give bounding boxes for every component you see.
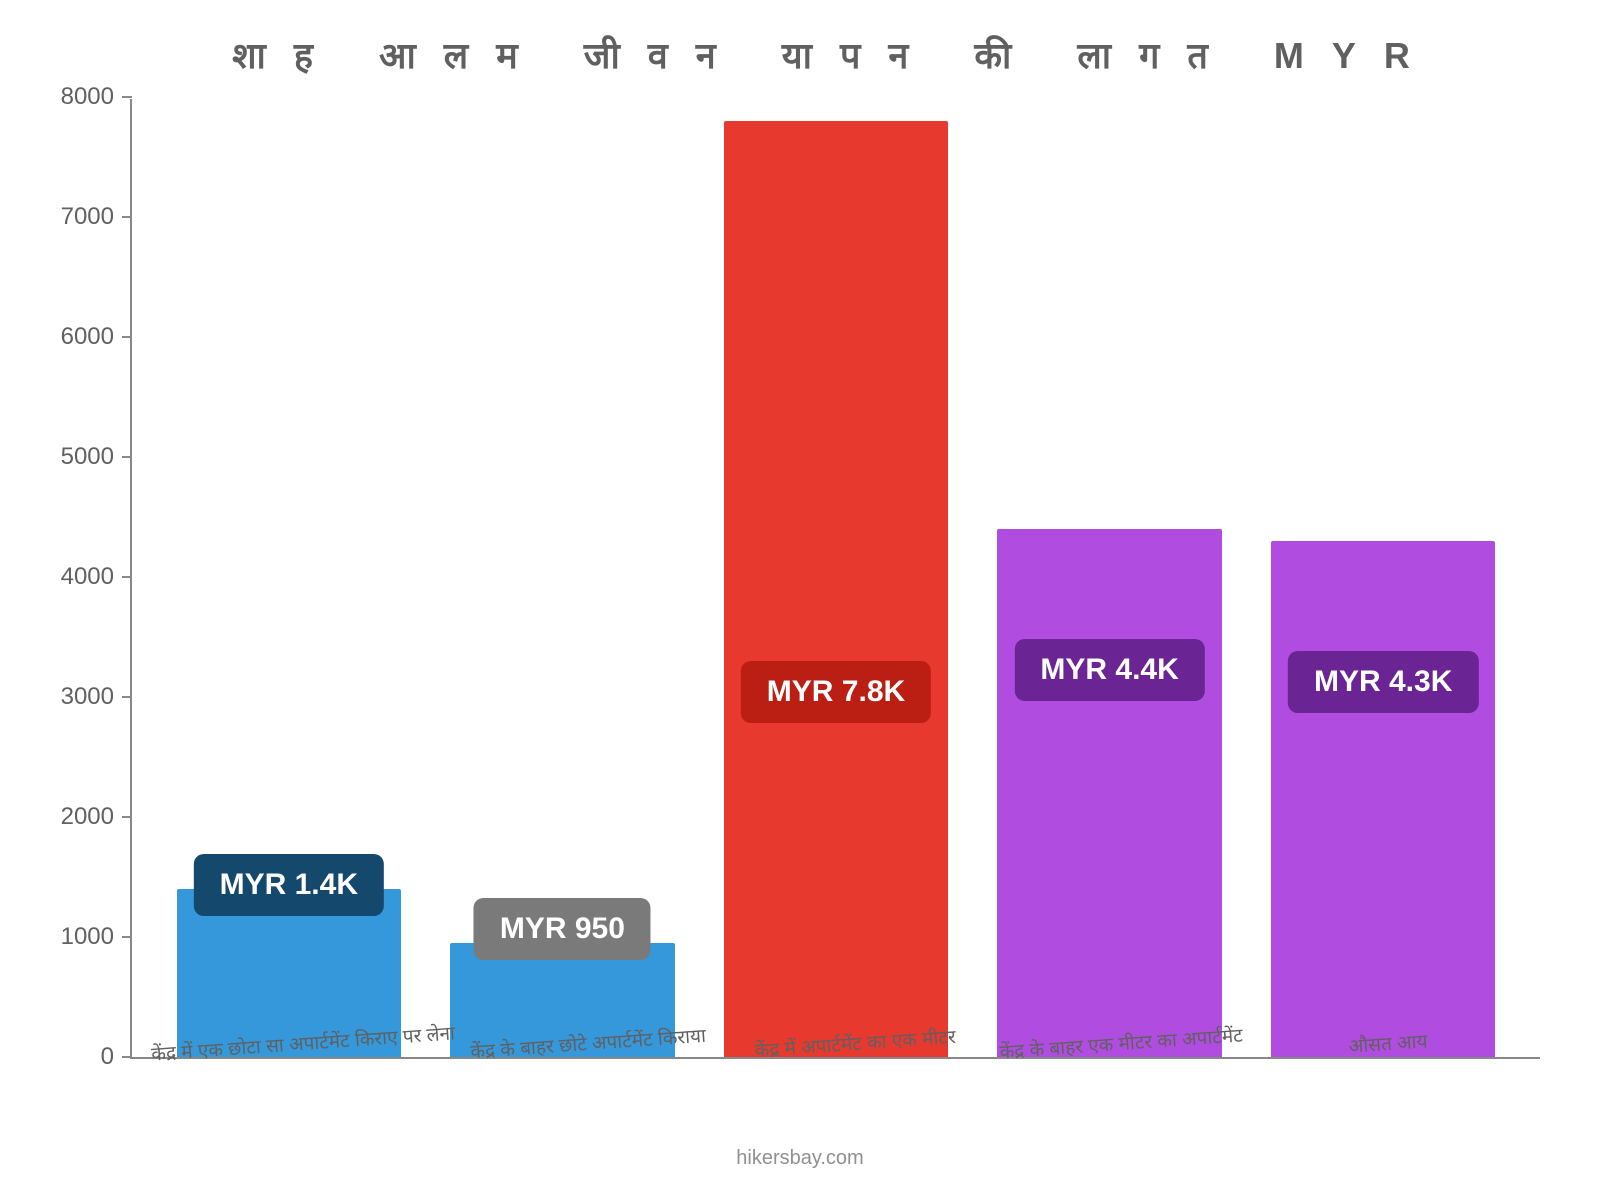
bar: MYR 4.3K	[1271, 541, 1495, 1057]
y-tick-label: 7000	[61, 203, 132, 231]
chart-title: शाह आलम जीवन यापन की लागत MYR	[130, 30, 1540, 79]
bar: MYR 4.4K	[997, 529, 1221, 1057]
bar: MYR 7.8K	[724, 121, 948, 1057]
bar-slot: MYR 4.3K	[1246, 541, 1520, 1057]
chart-container: शाह आलम जीवन यापन की लागत MYR 0100020003…	[0, 0, 1600, 1200]
y-tick-label: 2000	[61, 803, 132, 831]
x-axis-labels: केंद्र में एक छोटा सा अपार्टमेंट किराए प…	[130, 1030, 1540, 1056]
chart-footer: hikersbay.com	[0, 1147, 1600, 1170]
y-tick-label: 0	[101, 1043, 132, 1071]
bar-slot: MYR 4.4K	[973, 529, 1247, 1057]
y-tick-label: 4000	[61, 563, 132, 591]
bar-value-label: MYR 4.3K	[1288, 651, 1478, 713]
bar-value-label: MYR 1.4K	[194, 854, 384, 916]
plot-area: 010002000300040005000600070008000 MYR 1.…	[130, 99, 1540, 1059]
bar-slot: MYR 7.8K	[699, 121, 973, 1057]
y-tick-label: 8000	[61, 83, 132, 111]
bar-value-label: MYR 7.8K	[741, 661, 931, 723]
y-tick-label: 5000	[61, 443, 132, 471]
bar-value-label: MYR 4.4K	[1014, 639, 1204, 701]
bars-group: MYR 1.4K MYR 950 MYR 7.8K MYR 4.4K MYR 4.3K	[132, 99, 1540, 1057]
y-tick-label: 1000	[61, 923, 132, 951]
bar-value-label: MYR 950	[474, 898, 651, 960]
y-tick-label: 6000	[61, 323, 132, 351]
y-tick-label: 3000	[61, 683, 132, 711]
